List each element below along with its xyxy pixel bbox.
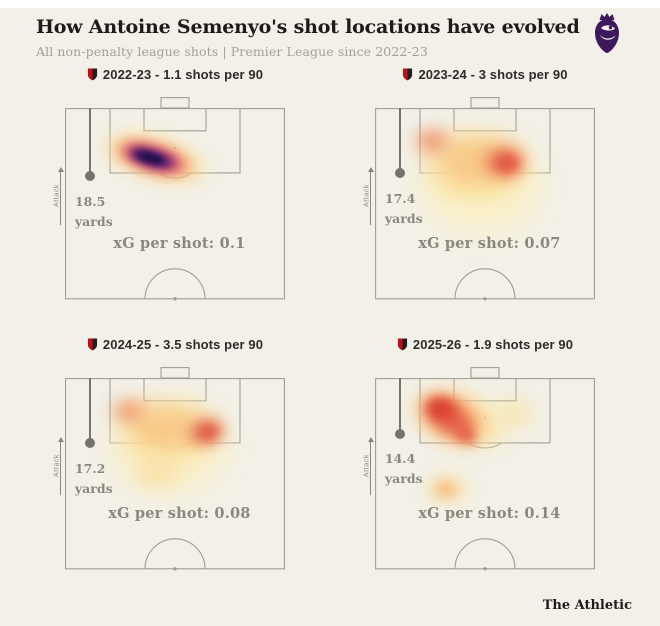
xg-per-shot-label: xG per shot: 0.1 <box>113 234 246 252</box>
shot-density-heatmap <box>65 378 285 570</box>
season-panel-2022-23: 2022-23 - 1.1 shots per 90 18.5 yards At… <box>30 66 340 336</box>
premier-league-lion-logo <box>595 13 619 54</box>
xg-per-shot-label: xG per shot: 0.08 <box>108 504 251 522</box>
avg-distance-marker <box>399 378 402 435</box>
distance-value: 18.5 <box>74 193 106 209</box>
attack-direction-arrow <box>367 167 374 226</box>
distance-value: 14.4 <box>384 451 416 467</box>
distance-value: 17.4 <box>384 190 416 206</box>
pitch-heatmap: 17.2 yards Attack xG per shot: 0.08 <box>54 378 285 570</box>
avg-distance-label: 17.4 yards <box>385 189 423 229</box>
season-label: 2025-26 - 1.9 shots per 90 <box>412 336 574 352</box>
season-panels-grid: 2022-23 - 1.1 shots per 90 18.5 yards At… <box>0 66 660 606</box>
avg-distance-marker <box>89 108 92 178</box>
distance-value: 17.2 <box>74 460 106 476</box>
bournemouth-crest-icon <box>87 68 98 80</box>
bournemouth-crest-icon <box>397 338 408 350</box>
shot-density-heatmap <box>375 378 595 570</box>
avg-distance-label: 14.4 yards <box>385 449 423 489</box>
season-panel-2024-25: 2024-25 - 3.5 shots per 90 17.2 yards At… <box>30 336 340 606</box>
attack-label: Attack <box>363 184 371 208</box>
attack-label: Attack <box>363 454 371 478</box>
top-white-strip <box>0 0 660 8</box>
pitch-heatmap: 18.5 yards Attack xG per shot: 0.1 <box>54 108 285 300</box>
brand-logo: The Athletic <box>542 598 632 613</box>
distance-unit: yards <box>74 480 113 496</box>
avg-distance-label: 17.2 yards <box>75 459 113 499</box>
shot-density-heatmap <box>375 108 595 300</box>
season-label: 2024-25 - 3.5 shots per 90 <box>102 336 264 352</box>
avg-distance-marker <box>89 378 92 445</box>
season-label: 2023-24 - 3 shots per 90 <box>418 66 568 82</box>
distance-unit: yards <box>384 471 423 487</box>
panel-header: 2022-23 - 1.1 shots per 90 <box>65 66 285 82</box>
xg-per-shot-label: xG per shot: 0.14 <box>418 504 561 522</box>
header: How Antoine Semenyo's shot locations hav… <box>0 0 660 59</box>
season-panel-2023-24: 2023-24 - 3 shots per 90 17.4 yards Atta… <box>340 66 650 336</box>
bournemouth-crest-icon <box>403 68 413 80</box>
attack-label: Attack <box>53 454 61 478</box>
panel-header: 2023-24 - 3 shots per 90 <box>375 66 595 82</box>
attack-direction-arrow <box>57 167 64 226</box>
attack-direction-arrow <box>367 437 374 496</box>
season-panel-2025-26: 2025-26 - 1.9 shots per 90 14.4 yards At… <box>340 336 650 606</box>
bournemouth-crest-icon <box>87 338 98 350</box>
distance-unit: yards <box>384 210 423 226</box>
pitch-heatmap: 14.4 yards Attack xG per shot: 0.14 <box>364 378 595 570</box>
panel-header: 2024-25 - 3.5 shots per 90 <box>65 336 285 352</box>
page-subtitle: All non-penalty league shots | Premier L… <box>36 44 428 59</box>
season-label: 2022-23 - 1.1 shots per 90 <box>102 66 264 82</box>
attack-direction-arrow <box>57 437 64 496</box>
attack-label: Attack <box>53 184 61 208</box>
avg-distance-marker <box>399 108 402 175</box>
avg-distance-label: 18.5 yards <box>75 192 113 232</box>
xg-per-shot-label: xG per shot: 0.07 <box>418 234 561 252</box>
panel-header: 2025-26 - 1.9 shots per 90 <box>375 336 595 352</box>
distance-unit: yards <box>74 213 113 229</box>
pitch-heatmap: 17.4 yards Attack xG per shot: 0.07 <box>364 108 595 300</box>
page-title: How Antoine Semenyo's shot locations hav… <box>36 16 580 38</box>
